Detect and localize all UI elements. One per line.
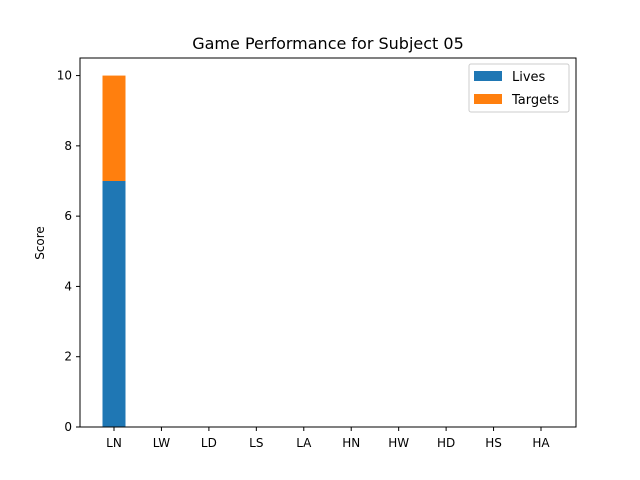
y-tick-label: 6 (64, 209, 72, 223)
x-tick-label: HA (532, 436, 550, 450)
plot-area: 0 2 4 6 8 10 LN LW LD LS LA HN HW HD HS HA (57, 57, 577, 450)
x-tick-label: HS (485, 436, 502, 450)
y-tick-label: 10 (57, 69, 72, 83)
x-tick-label: LA (296, 436, 312, 450)
x-tick-label: HN (342, 436, 360, 450)
y-tick-label: 0 (64, 420, 72, 434)
chart-title: Game Performance for Subject 05 (192, 34, 464, 53)
y-axis-label: Score (33, 226, 47, 260)
legend-swatch-lives (474, 71, 502, 81)
x-tick-label: LD (201, 436, 217, 450)
legend-label-targets: Targets (511, 93, 559, 108)
bar-targets-ln (102, 75, 126, 181)
x-tick-label: HW (388, 436, 409, 450)
axes-frame (79, 57, 577, 428)
y-tick-label: 8 (64, 139, 72, 153)
y-tick-label: 4 (64, 279, 72, 293)
x-tick-label: LW (153, 436, 171, 450)
x-tick-label: HD (437, 436, 455, 450)
x-tick-label: LS (249, 436, 263, 450)
y-tick-label: 2 (64, 350, 72, 364)
x-tick-label: LN (106, 436, 122, 450)
legend-label-lives: Lives (512, 70, 546, 85)
legend: Lives Targets (468, 63, 570, 113)
legend-swatch-targets (474, 94, 502, 104)
bar-lives-ln (102, 181, 126, 427)
